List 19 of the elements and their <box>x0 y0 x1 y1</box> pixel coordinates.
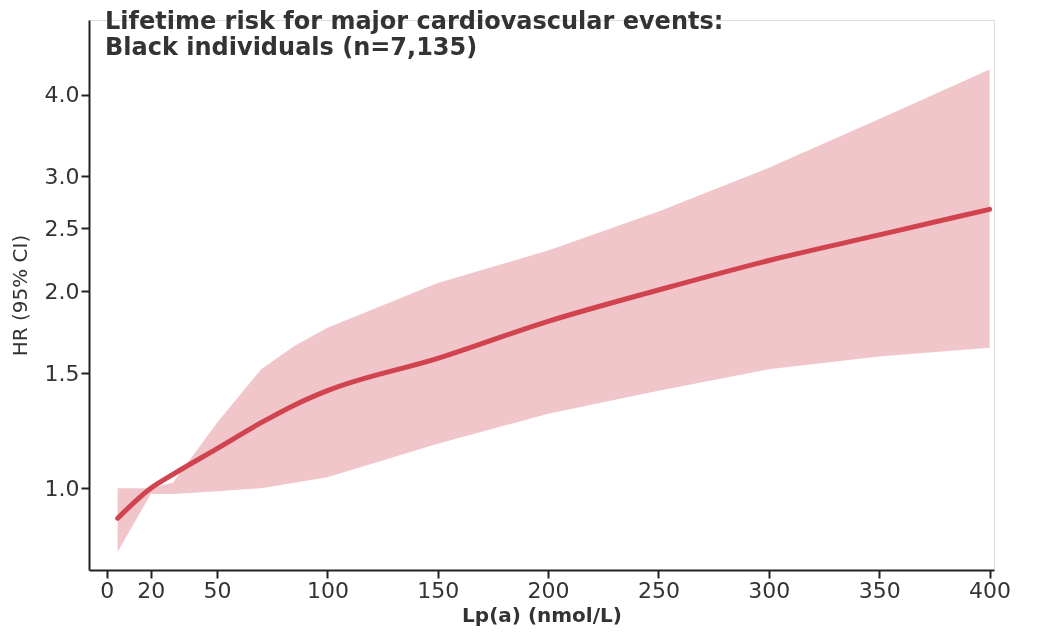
x-tick-label: 250 <box>637 577 680 603</box>
x-tick-label: 150 <box>417 577 460 603</box>
y-tick-label: 2.5 <box>44 215 80 241</box>
y-tick-label: 1.5 <box>44 360 80 386</box>
x-tick-label: 350 <box>858 577 901 603</box>
x-tick-label: 300 <box>748 577 791 603</box>
x-tick-label: 50 <box>203 577 232 603</box>
x-tick-label: 400 <box>969 577 1012 603</box>
x-tick-label: 200 <box>527 577 570 603</box>
x-axis-title: Lp(a) (nmol/L) <box>462 602 622 627</box>
y-axis-title: HR (95% CI) <box>7 234 32 357</box>
y-tick-label: 4.0 <box>44 82 80 108</box>
y-tick-label: 1.0 <box>44 475 80 501</box>
chart-title: Lifetime risk for major cardiovascular events: Black individuals (n=7,135) <box>105 7 724 61</box>
x-tick-label: 100 <box>306 577 349 603</box>
y-tick-label: 2.0 <box>44 278 80 304</box>
x-tick-label: 20 <box>137 577 166 603</box>
x-tick-label: 0 <box>100 577 115 603</box>
y-tick-label: 3.0 <box>44 163 80 189</box>
